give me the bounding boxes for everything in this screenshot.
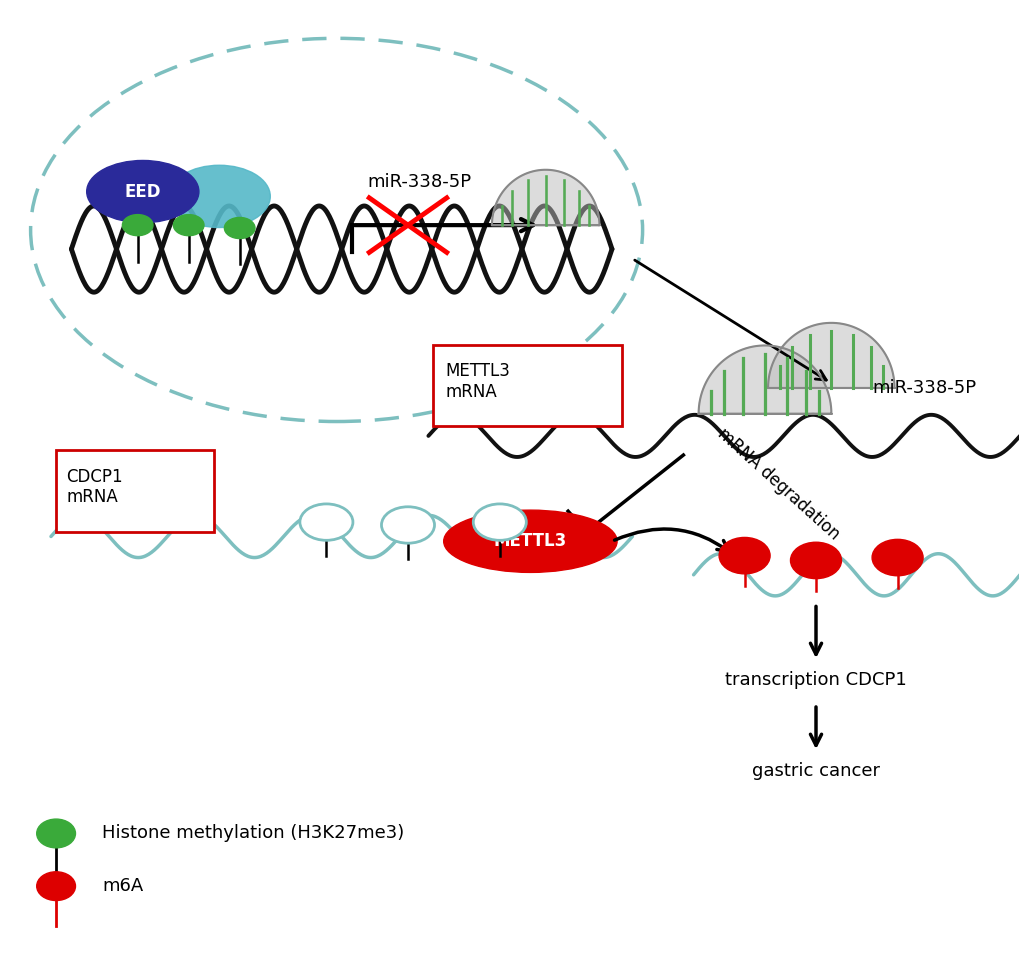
Ellipse shape	[443, 510, 616, 573]
Bar	[433, 345, 622, 426]
Text: METTL3: METTL3	[493, 533, 567, 550]
Text: mRNA degradation: mRNA degradation	[713, 424, 843, 543]
Text: miR-338-5P: miR-338-5P	[871, 379, 975, 397]
Text: transcription CDCP1: transcription CDCP1	[725, 672, 906, 689]
Polygon shape	[698, 346, 830, 414]
Text: Histone methylation (H3K27me3): Histone methylation (H3K27me3)	[102, 825, 404, 842]
Ellipse shape	[87, 160, 199, 222]
Text: miR-338-5P: miR-338-5P	[367, 173, 471, 191]
Text: m6A: m6A	[102, 878, 143, 895]
Ellipse shape	[37, 819, 75, 848]
Ellipse shape	[871, 539, 922, 576]
Ellipse shape	[300, 504, 353, 540]
Text: METTL3
mRNA: METTL3 mRNA	[445, 362, 511, 401]
Ellipse shape	[718, 537, 769, 574]
Polygon shape	[767, 323, 894, 388]
Text: gastric cancer: gastric cancer	[751, 763, 879, 780]
Ellipse shape	[173, 215, 204, 236]
Ellipse shape	[381, 507, 434, 543]
Ellipse shape	[168, 166, 270, 228]
Ellipse shape	[473, 504, 526, 540]
Polygon shape	[491, 170, 599, 225]
Ellipse shape	[790, 542, 841, 579]
Ellipse shape	[122, 215, 153, 236]
Bar	[56, 450, 214, 532]
Text: CDCP1
mRNA: CDCP1 mRNA	[66, 468, 123, 507]
Text: EED: EED	[124, 183, 161, 200]
Ellipse shape	[224, 217, 255, 239]
Ellipse shape	[37, 872, 75, 901]
